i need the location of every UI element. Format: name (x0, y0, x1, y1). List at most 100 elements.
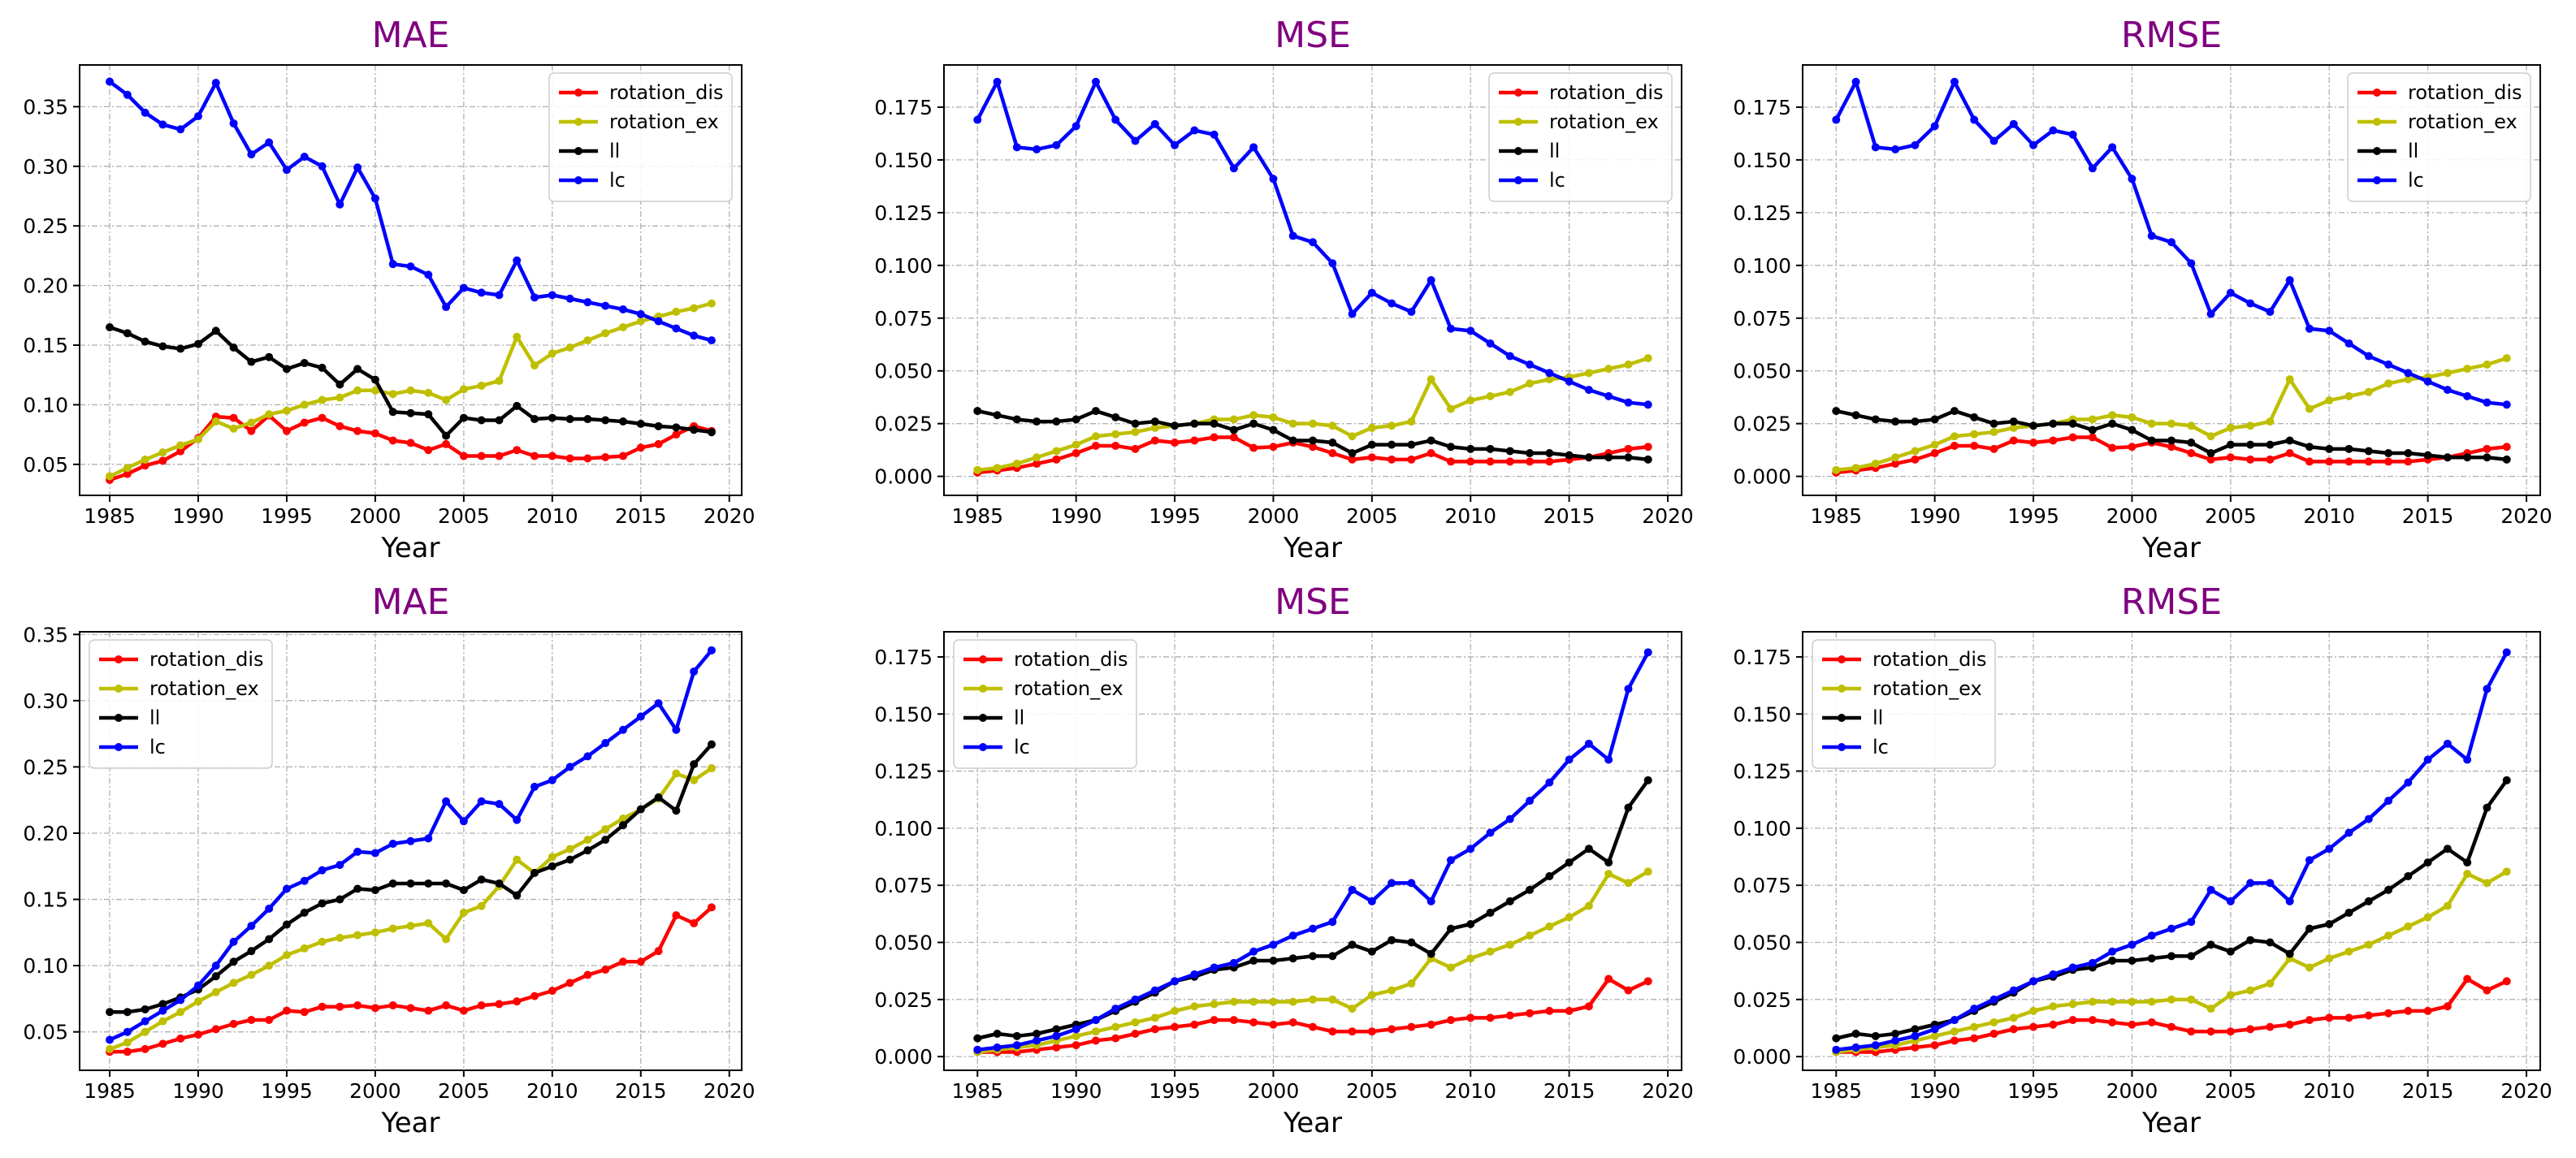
data-point (247, 922, 256, 931)
data-point (1911, 417, 1920, 426)
data-point (123, 469, 132, 478)
data-point (388, 390, 397, 399)
data-point (495, 291, 504, 300)
data-point (2029, 1022, 2038, 1031)
y-tick-label: 0.000 (1733, 465, 1791, 489)
legend-label-rotation_dis: rotation_dis (1014, 648, 1128, 671)
data-point (1871, 415, 1880, 424)
data-point (1832, 1034, 1841, 1043)
data-point (2128, 426, 2137, 434)
x-tick-label: 2000 (1248, 504, 1300, 528)
data-point (2187, 918, 2196, 927)
data-point (2305, 963, 2314, 972)
data-point (1328, 952, 1337, 961)
data-point (1545, 457, 1554, 466)
data-point (2344, 947, 2353, 956)
legend-marker-lc (979, 743, 987, 751)
data-point (424, 918, 433, 927)
y-tick-label: 0.10 (23, 393, 68, 417)
data-point (1989, 444, 1998, 453)
data-point (282, 884, 291, 893)
data-point (583, 836, 592, 845)
data-point (2108, 957, 2117, 965)
data-point (2187, 259, 2196, 268)
data-point (300, 908, 309, 917)
data-point (1033, 417, 1041, 426)
data-point (353, 847, 362, 856)
data-point (477, 416, 486, 425)
data-point (1930, 1041, 1939, 1050)
legend-box (953, 639, 1137, 769)
data-point (1950, 441, 1959, 450)
data-point (1288, 997, 1297, 1006)
data-point (2305, 404, 2314, 413)
data-point (495, 879, 504, 888)
data-point (495, 416, 504, 425)
data-point (477, 288, 486, 297)
data-point (2285, 949, 2294, 958)
chart-title: MSE (1275, 15, 1351, 56)
data-point (211, 417, 220, 426)
data-point (370, 886, 379, 895)
data-point (1131, 444, 1140, 453)
y-tick-label: 0.25 (23, 755, 68, 779)
data-point (353, 426, 362, 435)
data-point (1891, 145, 1900, 153)
y-tick-label: 0.30 (23, 689, 68, 713)
data-point (530, 868, 539, 877)
data-point (459, 817, 468, 826)
data-point (247, 947, 256, 956)
data-point (618, 821, 627, 830)
data-point (158, 1017, 167, 1026)
series-line-rotation_dis (977, 977, 1649, 1054)
y-tick-label: 0.150 (874, 702, 933, 726)
data-point (1388, 879, 1396, 888)
data-point (2266, 440, 2275, 449)
mse-chart-top: MSE 1985 1990 1995 2000 2005 2010 2015 2020 0.000… (874, 15, 1693, 564)
data-point (1348, 1027, 1357, 1036)
data-point (2029, 439, 2038, 447)
data-point (336, 200, 344, 209)
data-point (211, 326, 220, 335)
data-point (513, 891, 522, 900)
legend-marker-rotation_ex (1838, 685, 1846, 693)
data-point (1930, 1031, 1939, 1040)
data-point (1604, 365, 1613, 374)
legend-marker-lc (1838, 743, 1846, 751)
data-point (1832, 1045, 1841, 1054)
rmse-chart-bottom: RMSE 1985 1990 1995 2000 2005 2010 2015 2020 0.00… (1733, 581, 2552, 1139)
y-tick-label: 0.050 (1733, 931, 1791, 955)
data-point (2108, 411, 2117, 420)
data-point (1269, 940, 1278, 949)
data-point (1091, 407, 1100, 416)
data-point (424, 270, 433, 279)
data-point (1052, 455, 1061, 464)
legend-label-lc: lc (1549, 169, 1565, 192)
legend-label-ll: ll (1872, 706, 1883, 729)
data-point (336, 933, 344, 942)
axes-frame (943, 64, 1682, 496)
legend-marker-lc (574, 176, 582, 184)
data-point (1407, 1022, 1416, 1031)
data-point (141, 1017, 149, 1026)
data-point (1407, 938, 1416, 947)
data-point (1565, 913, 1574, 922)
data-point (1131, 136, 1140, 145)
data-point (1229, 958, 1238, 967)
data-point (1624, 986, 1633, 995)
x-tick-label: 1985 (951, 1079, 1003, 1103)
data-point (2009, 1025, 2018, 1034)
legend-marker-ll (1838, 714, 1846, 722)
data-point (654, 699, 663, 708)
data-point (654, 317, 663, 326)
data-point (406, 1004, 415, 1013)
data-point (1989, 136, 1998, 145)
x-axis-label: Year (381, 1107, 440, 1139)
data-point (1012, 1041, 1021, 1050)
data-point (601, 966, 610, 974)
data-point (565, 845, 574, 853)
data-point (1171, 439, 1180, 447)
data-point (1545, 922, 1554, 931)
y-tick-label: 0.20 (23, 822, 68, 845)
data-point (1486, 339, 1495, 348)
